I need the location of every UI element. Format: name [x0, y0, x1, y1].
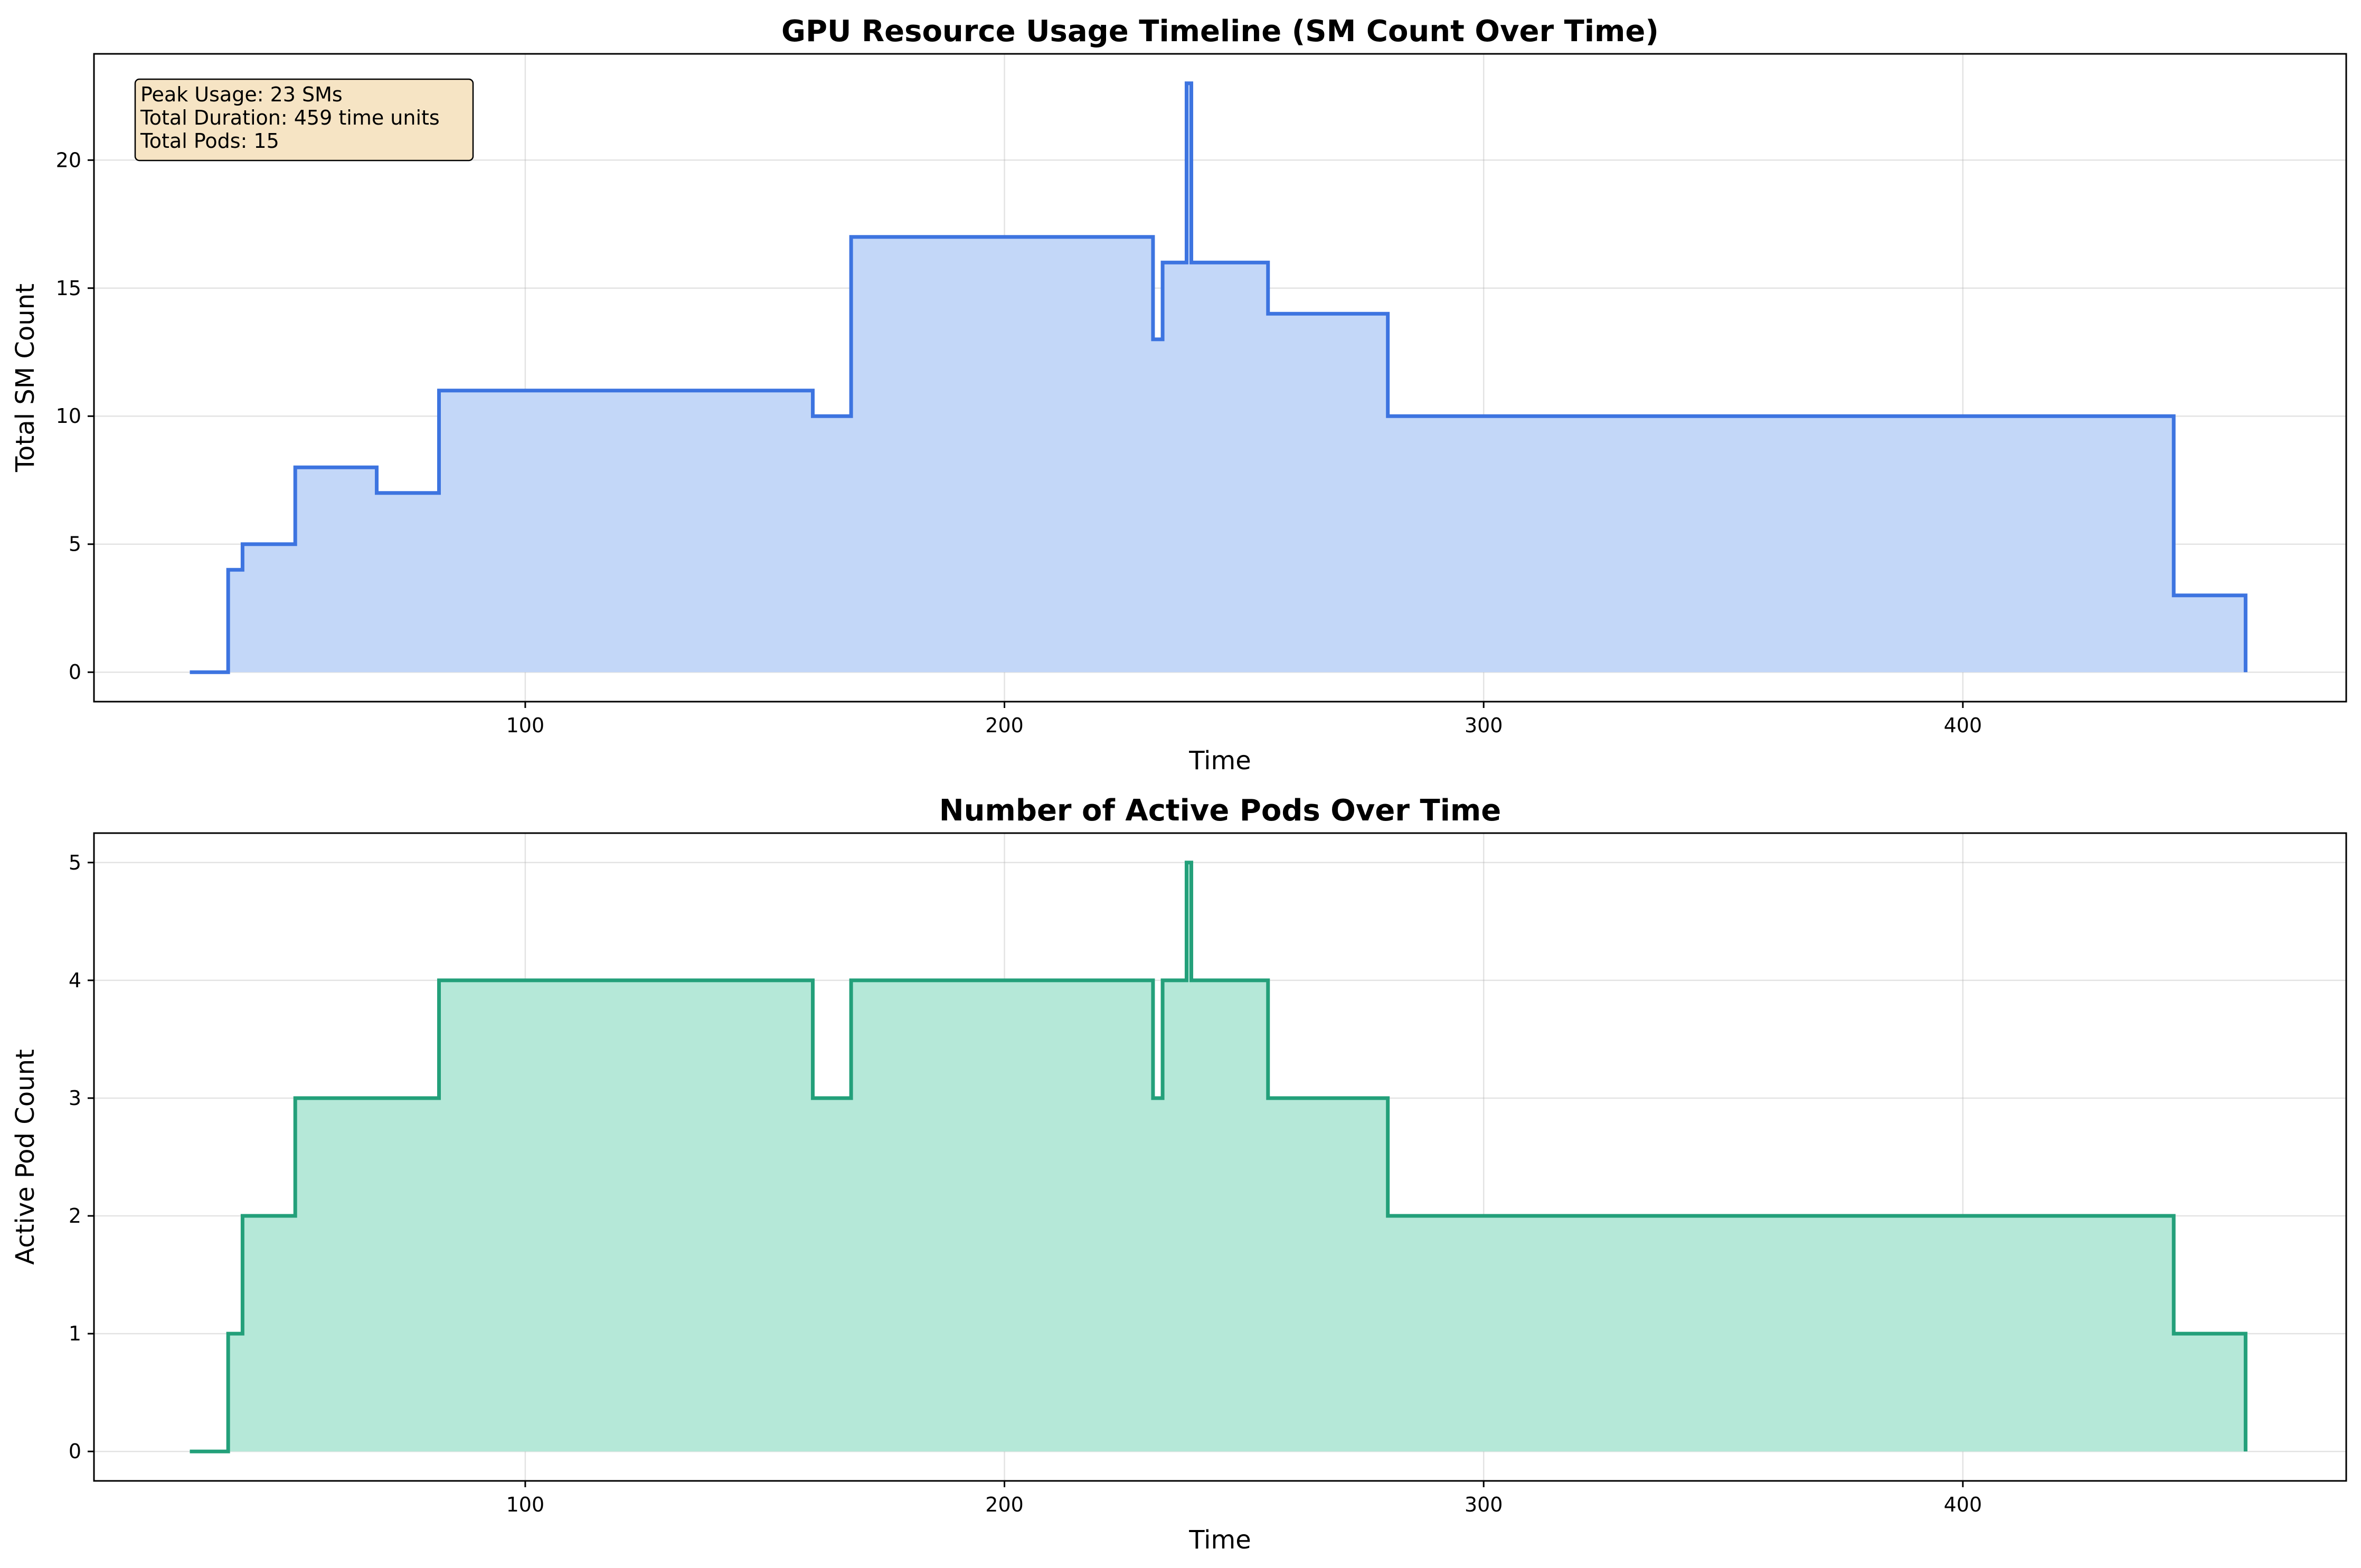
sm-y-tick-label: 0 — [69, 660, 81, 684]
pods-y-axis-label: Active Pod Count — [11, 1049, 40, 1265]
pods-x-tick-label: 300 — [1465, 1493, 1503, 1516]
info-box: Peak Usage: 23 SMs Total Duration: 459 t… — [134, 78, 474, 162]
pods-y-tick-label: 2 — [69, 1204, 81, 1227]
pods-y-tick-label: 0 — [69, 1440, 81, 1463]
sm-x-tick-label: 400 — [1944, 714, 1982, 737]
pods-y-tick-label: 3 — [69, 1087, 81, 1110]
active-pods-chart: 100 200 300 400 0 1 2 3 4 5 Number of Active Pods… — [11, 794, 2347, 1555]
sm-y-tick-label: 10 — [56, 404, 81, 428]
sm-series-line — [190, 81, 2247, 674]
sm-y-axis-label: Total SM Count — [11, 284, 40, 473]
sm-usage-chart: 100 200 300 400 0 5 10 15 20 GPU Resource Usage … — [11, 14, 2347, 776]
pods-x-tick-label: 400 — [1944, 1493, 1982, 1516]
sm-x-tick-label: 200 — [985, 714, 1024, 737]
pods-chart-title: Number of Active Pods Over Time — [939, 794, 1501, 828]
sm-y-tick-label: 5 — [69, 533, 81, 556]
info-peak-usage: Peak Usage: 23 SMs — [140, 83, 343, 106]
sm-area-fill — [190, 83, 2246, 673]
info-total-pods: Total Pods: 15 — [140, 129, 279, 153]
sm-x-axis-label: Time — [1188, 746, 1251, 776]
pods-y-tick-label: 5 — [69, 851, 81, 874]
sm-y-tick-label: 15 — [56, 277, 81, 300]
pods-y-tick-label: 4 — [69, 969, 81, 992]
info-total-duration: Total Duration: 459 time units — [140, 106, 440, 129]
sm-x-tick-label: 300 — [1465, 714, 1503, 737]
pods-x-axis-label: Time — [1188, 1525, 1251, 1555]
pods-plot-frame — [93, 832, 2347, 1482]
pods-y-tick-label: 1 — [69, 1322, 81, 1345]
sm-x-tick-label: 100 — [506, 714, 545, 737]
pods-series-line — [190, 861, 2247, 1453]
sm-y-tick-label: 20 — [56, 148, 81, 172]
sm-chart-title: GPU Resource Usage Timeline (SM Count Ov… — [781, 14, 1659, 49]
info-box-background — [134, 78, 474, 162]
sm-plot-frame — [93, 53, 2347, 703]
pods-area-fill — [190, 862, 2246, 1452]
pods-x-tick-label: 100 — [506, 1493, 545, 1516]
pods-x-tick-label: 200 — [985, 1493, 1024, 1516]
